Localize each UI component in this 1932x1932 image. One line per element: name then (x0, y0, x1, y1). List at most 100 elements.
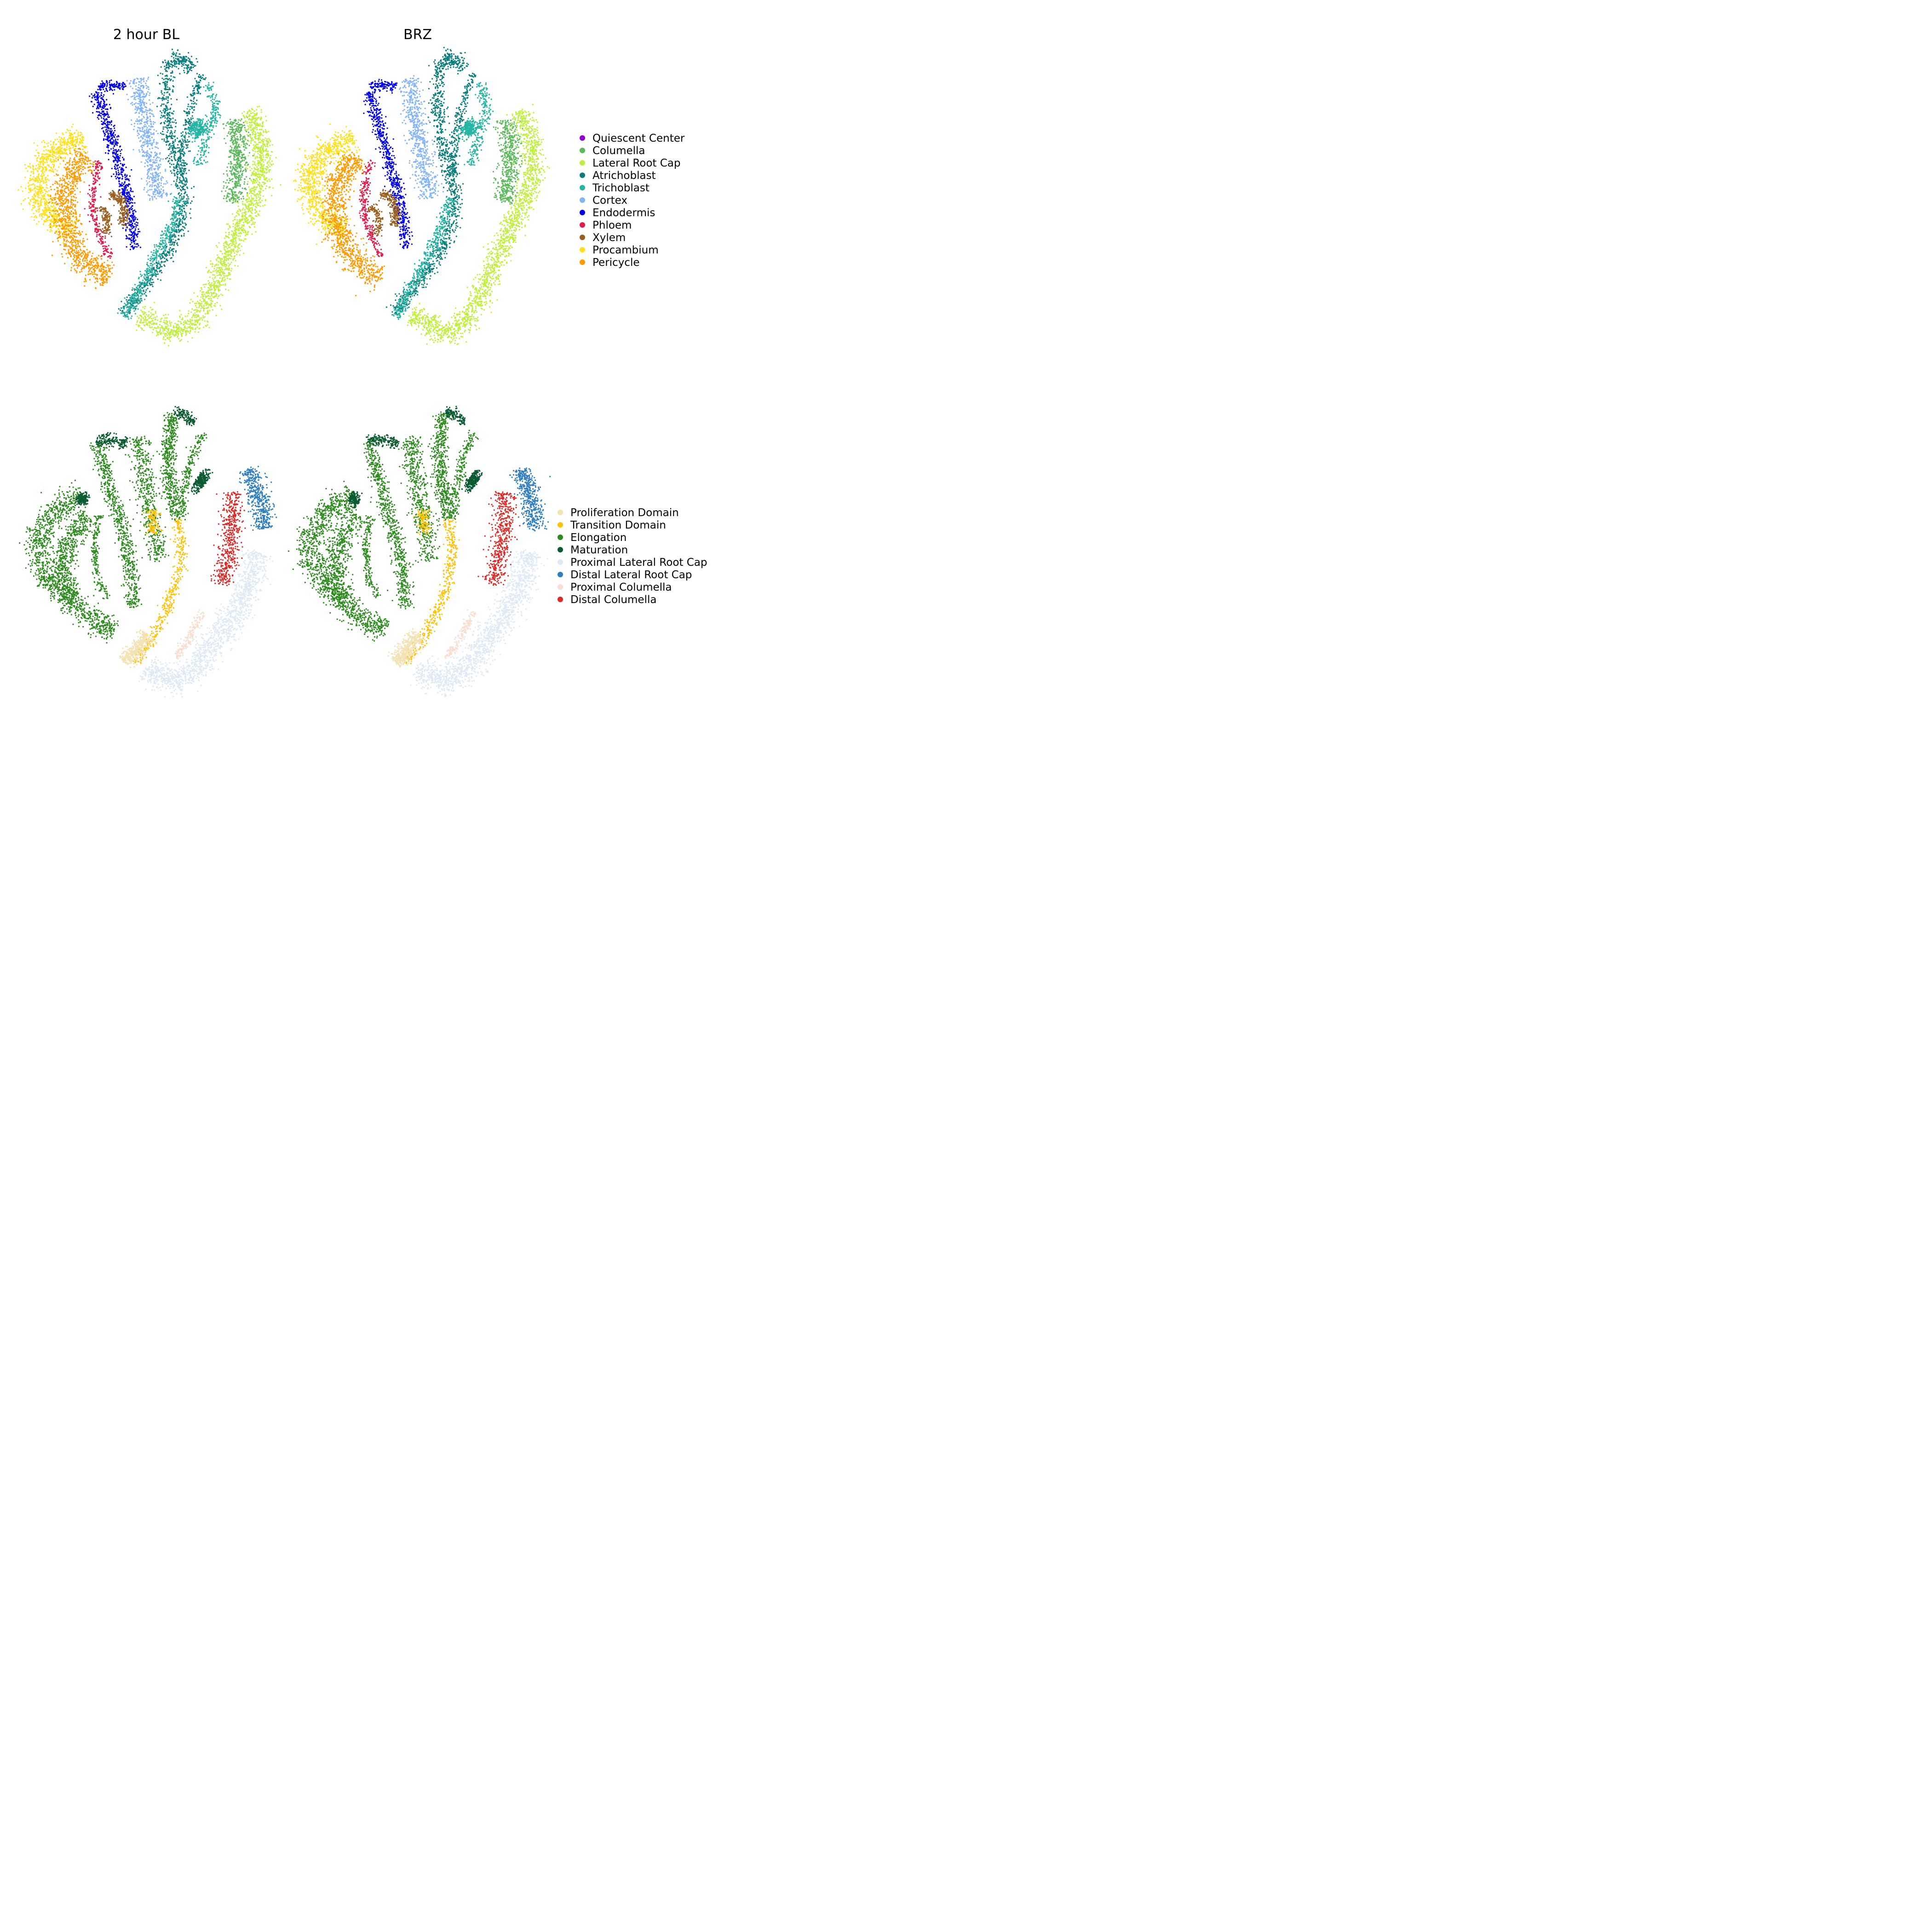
scatter-point (150, 282, 151, 283)
scatter-point (140, 97, 141, 98)
scatter-point (241, 198, 242, 200)
scatter-point (115, 152, 117, 153)
scatter-point (154, 271, 155, 272)
scatter-point (104, 134, 106, 135)
scatter-point (185, 60, 187, 62)
scatter-point (175, 54, 177, 55)
scatter-point (178, 160, 179, 161)
scatter-point (175, 215, 177, 217)
scatter-point (232, 122, 233, 123)
scatter-point (133, 295, 134, 297)
scatter-point (122, 157, 123, 158)
scatter-point (193, 121, 195, 122)
scatter-point (197, 130, 198, 131)
scatter-point (190, 126, 192, 127)
scatter-point (178, 58, 179, 60)
scatter-point (190, 134, 192, 136)
scatter-point (166, 243, 167, 245)
scatter-point (159, 175, 160, 176)
scatter-point (114, 157, 115, 158)
scatter-point (206, 141, 207, 143)
scatter-point (243, 146, 244, 148)
scatter-point (154, 185, 155, 186)
scatter-point (212, 93, 213, 95)
scatter-point (146, 80, 147, 81)
scatter-point (172, 52, 174, 53)
scatter-point (204, 154, 205, 155)
scatter-point (136, 112, 137, 113)
scatter-point (151, 137, 153, 138)
scatter-point (163, 251, 164, 252)
scatter-point (232, 131, 234, 132)
scatter-point (136, 82, 137, 84)
scatter-point (198, 122, 200, 123)
scatter-point (139, 123, 140, 125)
scatter-point (172, 239, 174, 240)
scatter-point (230, 152, 232, 153)
scatter-point (166, 144, 167, 145)
scatter-point (173, 233, 175, 235)
scatter-point (198, 77, 200, 78)
scatter-point (183, 148, 184, 150)
scatter-point (168, 63, 170, 64)
scatter-point (177, 225, 178, 226)
scatter-point (101, 92, 102, 94)
scatter-point (169, 149, 170, 150)
scatter-point (134, 230, 136, 231)
scatter-point (199, 158, 201, 160)
scatter-point (128, 191, 130, 193)
scatter-point (140, 99, 141, 100)
scatter-point (177, 138, 178, 139)
scatter-point (91, 101, 92, 103)
scatter-point (129, 199, 131, 201)
scatter-point (238, 150, 240, 151)
scatter-point (184, 59, 185, 60)
scatter-point (138, 81, 140, 82)
scatter-point (150, 268, 152, 269)
scatter-point (147, 130, 149, 132)
scatter-point (139, 231, 140, 232)
scatter-point (115, 138, 116, 140)
scatter-point (129, 209, 130, 210)
scatter-point (161, 176, 163, 178)
scatter-point (147, 146, 148, 147)
scatter-point (192, 64, 193, 65)
scatter-point (124, 86, 125, 87)
scatter-point (182, 167, 183, 169)
scatter-point (231, 189, 233, 190)
scatter-point (201, 123, 203, 125)
scatter-point (114, 145, 115, 146)
scatter-point (135, 239, 136, 241)
scatter-point (181, 138, 183, 140)
scatter-point (129, 295, 131, 296)
scatter-point (132, 96, 133, 97)
scatter-point (178, 223, 179, 224)
scatter-point (227, 175, 228, 177)
scatter-point (200, 160, 201, 161)
scatter-point (137, 109, 138, 110)
scatter-point (192, 132, 194, 134)
scatter-point (120, 163, 121, 164)
scatter-point (97, 111, 98, 113)
scatter-point (177, 184, 178, 186)
scatter-point (170, 238, 172, 239)
scatter-point (194, 157, 196, 158)
scatter-point (233, 159, 235, 161)
scatter-point (172, 234, 173, 236)
scatter-point (137, 234, 138, 236)
scatter-point (229, 178, 230, 179)
scatter-point (138, 108, 139, 109)
scatter-point (127, 200, 128, 201)
scatter-point (167, 116, 169, 118)
scatter-point (120, 155, 121, 156)
scatter-point (169, 236, 170, 238)
scatter-point (239, 154, 240, 155)
scatter-point (184, 72, 185, 73)
scatter-point (190, 94, 191, 95)
scatter-point (197, 154, 198, 155)
scatter-point (122, 190, 124, 191)
scatter-point (162, 255, 163, 257)
scatter-point (240, 179, 242, 180)
umap-panels (18, 47, 551, 698)
scatter-point (161, 243, 163, 245)
